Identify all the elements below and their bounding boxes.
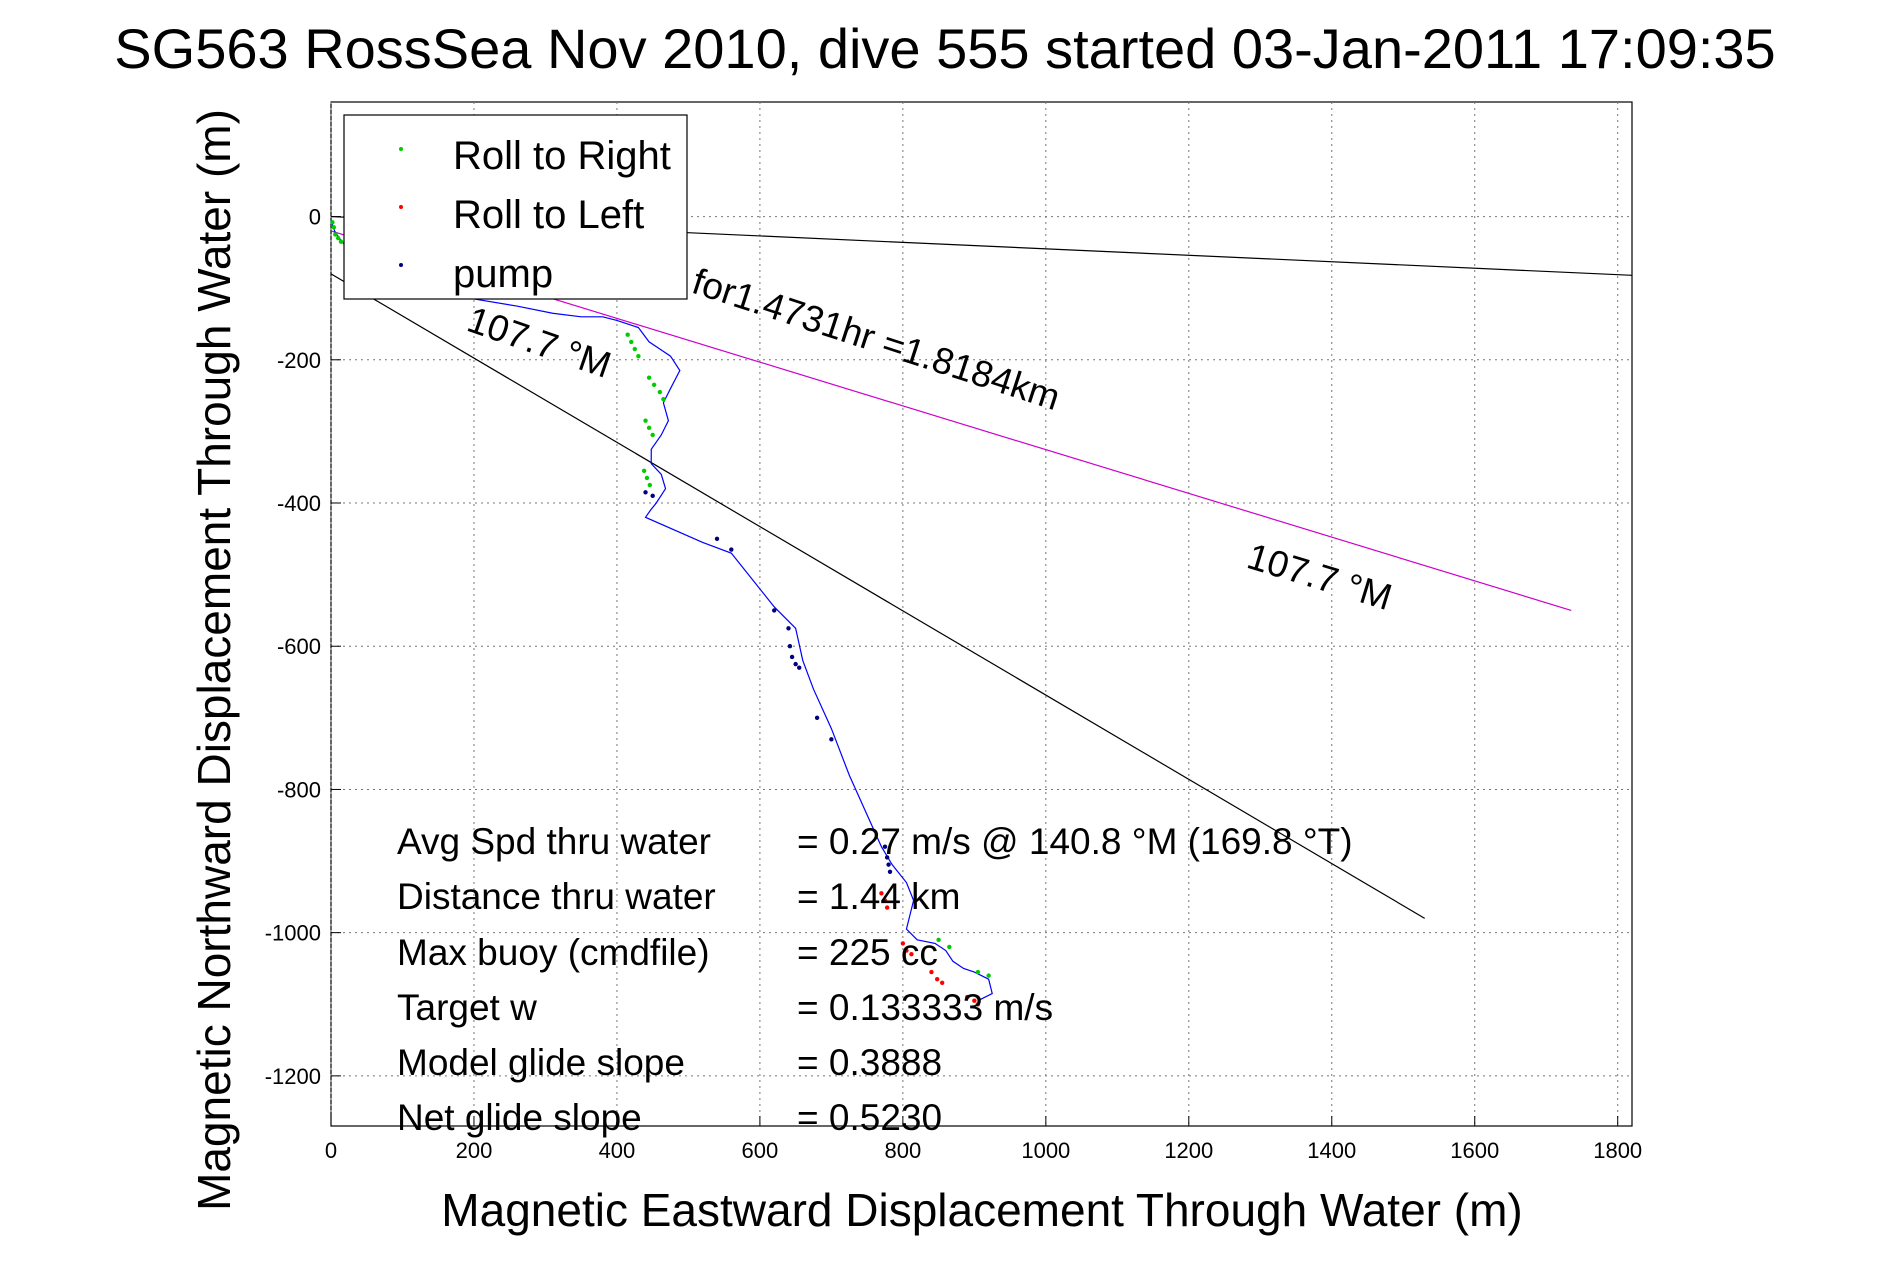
roll-left-point — [879, 891, 884, 896]
roll-left-point — [972, 998, 977, 1003]
x-axis-label: Magnetic Eastward Displacement Through W… — [441, 1184, 1522, 1236]
y-tick-label: -400 — [277, 491, 321, 516]
y-tick-label: -200 — [277, 348, 321, 373]
roll-right-point — [657, 389, 663, 395]
roll-left-point — [939, 980, 945, 985]
pump-point — [797, 665, 802, 670]
pump-point — [884, 855, 890, 860]
ticks: 0 200 400 600 800 1000 1200 1400 1600 1800 0 -200 -4… — [265, 205, 1642, 1163]
stat-label-net-glide: Net glide slope — [397, 1097, 642, 1138]
roll-right-point — [636, 354, 641, 359]
roll-left-point — [882, 898, 888, 903]
stat-value-distance: = 1.44 km — [797, 876, 961, 917]
x-tick-label: 800 — [885, 1138, 922, 1163]
roll-right-point — [647, 482, 653, 488]
pump-point — [643, 490, 648, 495]
x-tick-label: 1400 — [1307, 1138, 1356, 1163]
x-tick-label: 1200 — [1164, 1138, 1213, 1163]
y-tick-label: -800 — [277, 777, 321, 802]
roll-left-point — [929, 969, 934, 975]
pump-point — [882, 844, 888, 849]
pump-point — [793, 661, 798, 667]
pump-point — [829, 737, 834, 742]
roll-right-point — [338, 239, 344, 244]
legend-marker-pump — [399, 263, 403, 267]
pump-point — [814, 715, 820, 721]
x-tick-label: 0 — [325, 1138, 337, 1163]
y-tick-label: -600 — [277, 634, 321, 659]
stat-label-avg-speed: Avg Spd thru water — [397, 821, 711, 862]
stat-value-target-w: = 0.133333 m/s — [797, 987, 1053, 1028]
reference-line-course — [330, 273, 1426, 919]
roll-right-point — [947, 944, 952, 950]
roll-right-point — [936, 937, 941, 943]
x-tick-label: 1000 — [1021, 1138, 1070, 1163]
stat-label-model-glide: Model glide slope — [397, 1042, 685, 1083]
pump-point — [650, 493, 655, 499]
roll-right-point — [335, 235, 341, 241]
stat-value-model-glide: = 0.3888 — [797, 1042, 942, 1083]
x-tick-label: 600 — [742, 1138, 779, 1163]
pump-point — [771, 608, 777, 613]
pump-point — [729, 547, 734, 552]
roll-right-point — [643, 418, 648, 423]
roll-left-point — [975, 1002, 981, 1007]
roll-right-point — [986, 973, 991, 978]
roll-right-point — [661, 396, 666, 402]
pump-point — [786, 626, 791, 631]
pump-point — [789, 654, 795, 660]
legend-marker-roll-left — [399, 205, 403, 209]
pump-point — [714, 536, 720, 542]
pump-point — [787, 644, 793, 649]
roll-left-point — [904, 948, 909, 953]
roll-right-point — [629, 339, 634, 345]
stat-value-avg-speed: = 0.27 m/s @ 140.8 °M (169.8 °T) — [797, 821, 1353, 862]
x-tick-label: 400 — [599, 1138, 636, 1163]
roll-left-point — [965, 994, 970, 1000]
roll-left-point — [900, 941, 906, 946]
roll-right-point — [646, 425, 652, 431]
legend-marker-roll-right — [399, 147, 403, 151]
roll-left-point — [884, 905, 890, 910]
track — [330, 219, 993, 1002]
roll-right-point — [651, 382, 657, 388]
y-tick-label: -1200 — [265, 1064, 321, 1089]
legend-label-roll-left: Roll to Left — [453, 193, 644, 237]
y-tick-label: -1000 — [265, 921, 321, 946]
x-tick-label: 200 — [456, 1138, 493, 1163]
track-line — [330, 219, 993, 1002]
roll-right-point — [644, 475, 650, 481]
roll-right-point — [333, 232, 338, 237]
roll-right-point — [975, 969, 981, 975]
legend-label-pump: pump — [453, 252, 553, 296]
roll-left-point — [909, 951, 914, 957]
legend: Roll to Right Roll to Left pump — [343, 114, 688, 300]
roll-right-point — [625, 332, 630, 337]
pump-point — [886, 862, 891, 867]
stat-label-distance: Distance thru water — [397, 876, 716, 917]
stat-label-max-buoy: Max buoy (cmdfile) — [397, 932, 710, 973]
x-tick-label: 1800 — [1593, 1138, 1642, 1163]
stats-block: Avg Spd thru water = 0.27 m/s @ 140.8 °M… — [397, 821, 1353, 1138]
y-tick-label: 0 — [309, 205, 321, 230]
roll-right-point — [650, 432, 655, 438]
points — [330, 220, 991, 1007]
chart-title: SG5‌63 RossSea Nov 2010, dive 555 starte… — [114, 17, 1775, 80]
roll-left-point — [934, 977, 940, 982]
roll-right-point — [646, 375, 652, 380]
roll-right-point — [632, 346, 638, 352]
x-tick-label: 1600 — [1450, 1138, 1499, 1163]
legend-label-roll-right: Roll to Right — [453, 134, 671, 178]
stat-value-net-glide: = 0.5230 — [797, 1097, 942, 1138]
stat-label-target-w: Target w — [397, 987, 537, 1028]
pump-point — [887, 869, 893, 874]
y-axis-label: Magnetic Northward Displacement Through … — [188, 109, 240, 1211]
roll-right-point — [330, 220, 335, 225]
roll-right-point — [641, 468, 647, 473]
roll-right-point — [331, 225, 337, 230]
stat-value-max-buoy: = 225 cc — [797, 932, 938, 973]
